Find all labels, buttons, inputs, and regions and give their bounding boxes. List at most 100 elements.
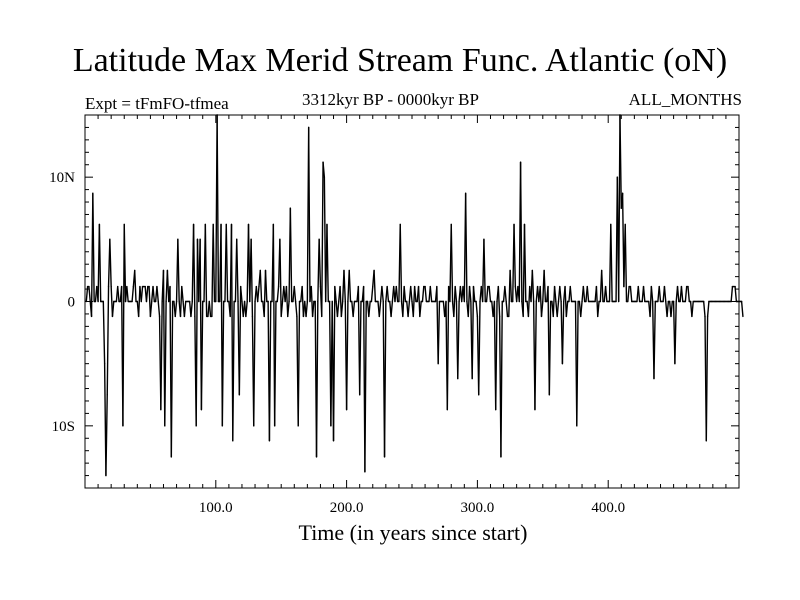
series-segment bbox=[358, 300, 362, 396]
series-segment bbox=[513, 223, 517, 288]
series-segment bbox=[627, 285, 630, 303]
series-segment bbox=[345, 300, 349, 411]
y-tick-label: 0 bbox=[68, 295, 76, 311]
series-segment bbox=[576, 300, 579, 427]
series-segment bbox=[322, 161, 326, 178]
series-segment bbox=[192, 223, 196, 318]
series-segment bbox=[126, 285, 129, 303]
series-segment bbox=[238, 285, 242, 396]
series-segment bbox=[334, 285, 337, 303]
series-segment bbox=[691, 300, 694, 318]
series-segment bbox=[332, 285, 336, 442]
series-segment bbox=[140, 285, 144, 303]
series-segment bbox=[212, 223, 216, 303]
series-segment bbox=[294, 300, 298, 318]
series-segment bbox=[318, 238, 322, 288]
series-segment bbox=[734, 285, 738, 303]
series-segment bbox=[109, 238, 112, 288]
series-segment bbox=[705, 315, 709, 442]
chart-title: Latitude Max Merid Stream Func. Atlantic… bbox=[72, 42, 728, 79]
series-segment bbox=[663, 285, 667, 303]
series-segment bbox=[386, 285, 390, 303]
series-segment bbox=[321, 161, 324, 318]
series-segment bbox=[468, 285, 472, 303]
series-segment bbox=[409, 285, 413, 303]
series-segment bbox=[289, 207, 293, 303]
series-segment bbox=[395, 285, 399, 303]
series-segment bbox=[307, 126, 311, 303]
time-period-label: 3312kyr BP - 0000kyr BP bbox=[302, 90, 479, 109]
series-segment bbox=[569, 285, 573, 303]
series-segment bbox=[674, 300, 677, 365]
series-segment bbox=[364, 300, 367, 473]
series-segment bbox=[134, 269, 137, 303]
series-segment bbox=[273, 300, 277, 427]
series-segment bbox=[181, 285, 184, 303]
series-segment bbox=[472, 285, 476, 303]
series-segment bbox=[604, 285, 608, 303]
series-segment bbox=[287, 300, 290, 318]
series-segment bbox=[421, 285, 425, 303]
series-segment bbox=[381, 285, 384, 303]
series-segment bbox=[177, 238, 180, 303]
series-segment bbox=[500, 300, 503, 458]
series-segment bbox=[424, 285, 428, 303]
series-segment bbox=[85, 285, 89, 303]
series-segment bbox=[540, 300, 544, 318]
series-segment bbox=[403, 285, 407, 303]
series-segment bbox=[483, 238, 486, 303]
series-segment bbox=[88, 285, 91, 303]
series-segment bbox=[326, 223, 329, 303]
series-segment bbox=[684, 285, 688, 303]
series-segment bbox=[268, 300, 272, 442]
x-tick-label: 300.0 bbox=[461, 500, 495, 516]
series-segment bbox=[174, 300, 178, 318]
series-segment bbox=[279, 238, 282, 318]
series-segment bbox=[149, 300, 153, 318]
series-segment bbox=[256, 285, 260, 303]
series-segment bbox=[116, 285, 120, 303]
series-segment bbox=[504, 285, 507, 303]
series-segment bbox=[348, 269, 352, 303]
series-segment bbox=[543, 269, 547, 303]
series-segment bbox=[92, 192, 95, 303]
series-segment bbox=[610, 223, 613, 303]
series-segment bbox=[399, 223, 403, 303]
series-segment bbox=[216, 114, 220, 303]
series-segment bbox=[495, 300, 498, 411]
series-segment bbox=[221, 300, 225, 427]
series-segment bbox=[653, 300, 656, 380]
series-segment bbox=[561, 300, 565, 365]
series-segment bbox=[105, 394, 108, 477]
series-segment bbox=[505, 300, 509, 318]
series-segment bbox=[556, 300, 560, 318]
x-tick-label: 100.0 bbox=[199, 500, 233, 516]
series-segment bbox=[637, 285, 641, 303]
x-tick-label: 200.0 bbox=[330, 500, 364, 516]
series-segment bbox=[629, 285, 633, 303]
series-segment bbox=[390, 300, 394, 318]
x-axis-label: Time (in years since start) bbox=[298, 520, 528, 545]
series-segment bbox=[208, 300, 212, 318]
experiment-label: Expt = tFmFO-tfmea bbox=[85, 94, 229, 113]
series-segment bbox=[160, 300, 163, 411]
series-segment bbox=[619, 114, 622, 209]
series-segment bbox=[315, 300, 319, 458]
series-segment bbox=[131, 285, 135, 303]
series-segment bbox=[582, 285, 586, 303]
series-segment bbox=[183, 300, 187, 318]
series-segment bbox=[250, 238, 254, 318]
series-segment bbox=[305, 300, 309, 318]
series-segment bbox=[106, 285, 110, 396]
series-segment bbox=[624, 223, 628, 303]
series-segment bbox=[650, 285, 654, 303]
series-segment bbox=[352, 300, 356, 318]
y-tick-label: 10N bbox=[49, 170, 75, 186]
series-segment bbox=[340, 300, 344, 318]
series-segment bbox=[195, 238, 199, 427]
series-segment bbox=[370, 285, 374, 303]
series-segment bbox=[519, 161, 523, 303]
series-segment bbox=[559, 285, 562, 303]
series-segment bbox=[580, 300, 583, 318]
series-segment bbox=[253, 300, 256, 427]
